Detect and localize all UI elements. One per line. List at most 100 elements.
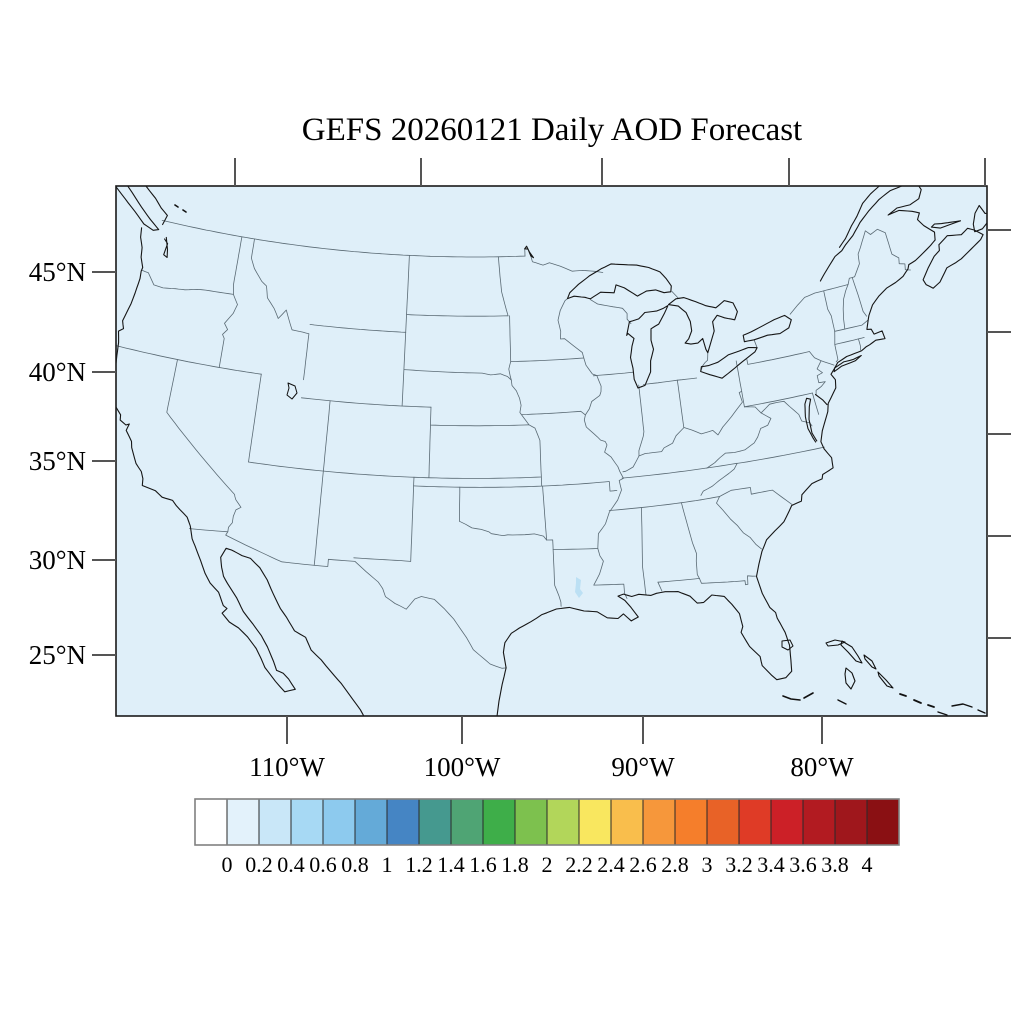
state-border-line xyxy=(593,371,634,377)
state-border-line xyxy=(403,369,543,487)
island-outline xyxy=(782,695,801,701)
colorbar-tick-label: 2.6 xyxy=(629,852,657,877)
state-border-line xyxy=(700,496,762,550)
colorbar-tick-label: 3.4 xyxy=(757,852,785,877)
state-border-line xyxy=(789,228,911,315)
state-border-line xyxy=(753,339,758,349)
island-outline xyxy=(803,692,814,699)
state-border-line xyxy=(719,487,793,506)
state-border-line xyxy=(406,314,509,317)
colorbar-cell xyxy=(450,798,484,846)
state-border-line xyxy=(248,373,262,463)
state-border-line xyxy=(405,255,410,333)
lat-tick-label: 35°N xyxy=(29,446,86,476)
state-border-line xyxy=(842,283,849,330)
island-outline xyxy=(937,711,948,716)
colorbar-cell xyxy=(866,798,900,846)
coastline xyxy=(930,220,962,229)
lat-tick-label: 45°N xyxy=(29,257,86,287)
state-border-line xyxy=(141,269,238,368)
colorbar-cell xyxy=(194,798,228,846)
colorbar-cell xyxy=(290,798,324,846)
state-border-line xyxy=(233,236,243,295)
colorbar-cell xyxy=(514,798,548,846)
state-border-line xyxy=(744,400,813,427)
state-border-line xyxy=(521,410,586,416)
state-border-line xyxy=(858,338,861,351)
lon-tick-label: 80°W xyxy=(790,752,854,782)
map-background xyxy=(116,186,987,716)
coastline xyxy=(496,239,936,716)
state-border-line xyxy=(510,357,585,362)
colorbar-tick-label: 3 xyxy=(702,852,713,877)
island-outline xyxy=(951,703,973,708)
state-border-line xyxy=(812,392,820,415)
state-border-line xyxy=(643,377,698,385)
state-border-line xyxy=(413,481,618,492)
state-border-line xyxy=(189,528,507,669)
map-geography xyxy=(116,186,987,716)
lat-tick-label: 25°N xyxy=(29,640,86,670)
island-outline xyxy=(899,693,907,697)
coastline xyxy=(667,297,738,354)
island-outline xyxy=(182,209,187,213)
colorbar-cell xyxy=(674,798,708,846)
colorbar-cell xyxy=(578,798,612,846)
island-outline xyxy=(927,704,935,708)
colorbar-tick-label: 1.8 xyxy=(501,852,529,877)
state-border-line xyxy=(410,476,415,562)
state-border-line xyxy=(552,548,599,550)
island-outline xyxy=(863,654,877,670)
state-border-line xyxy=(557,298,624,586)
colorbar-cell xyxy=(354,798,388,846)
coastline xyxy=(804,397,818,443)
aod-patch-louisiana xyxy=(575,577,583,598)
colorbar-labels: 0 0.2 0.4 0.6 0.8 1 1.2 1.4 1.6 1.8 2 2.2 2.4 2.6 2.8 3… xyxy=(222,852,873,877)
coastline xyxy=(838,186,881,248)
colorbar-cell xyxy=(834,798,868,846)
state-border-line xyxy=(546,539,562,607)
state-border-line xyxy=(313,400,331,566)
colorbar-tick-label: 2.4 xyxy=(597,852,625,877)
colorbar-tick-label: 3.8 xyxy=(821,852,849,877)
coastline xyxy=(922,227,984,289)
colorbar-cell xyxy=(226,798,260,846)
colorbar-cell xyxy=(770,798,804,846)
figure-title: GEFS 20260121 Daily AOD Forecast xyxy=(302,112,802,148)
colorbar-cell xyxy=(386,798,420,846)
colorbar-tick-label: 1 xyxy=(382,852,393,877)
coastline xyxy=(819,186,936,282)
colorbar-tick-label: 3.2 xyxy=(725,852,753,877)
island-outline xyxy=(840,640,863,664)
colorbar-cell xyxy=(738,798,772,846)
colorbar-cell xyxy=(258,798,292,846)
colorbar-tick-label: 1.6 xyxy=(469,852,497,877)
state-border-line xyxy=(834,337,865,345)
lon-tick-label: 110°W xyxy=(249,752,325,782)
state-border-line xyxy=(430,424,530,427)
colorbar-cell xyxy=(418,798,452,846)
coastline xyxy=(833,354,862,373)
colorbar-tick-label: 2.8 xyxy=(661,852,689,877)
coastline xyxy=(626,305,669,389)
island-outline xyxy=(913,699,922,704)
state-border-line xyxy=(851,277,867,317)
state-border-line xyxy=(681,502,700,579)
axis-tick-labels: 45°N 40°N 35°N 30°N 25°N 110°W 100°W 90°W 80°W xyxy=(29,257,854,782)
state-border-line xyxy=(657,578,700,583)
colorbar-tick-label: 1.2 xyxy=(405,852,433,877)
state-border-line xyxy=(735,360,745,408)
state-border-line xyxy=(744,392,813,408)
state-border-line xyxy=(736,446,825,464)
state-border-line xyxy=(622,390,743,473)
colorbar-cell xyxy=(482,798,516,846)
colorbar-tick-label: 0.4 xyxy=(277,852,305,877)
state-border-line xyxy=(593,583,628,599)
colorbar-tick-label: 0 xyxy=(222,852,233,877)
colorbar-tick-label: 3.6 xyxy=(789,852,817,877)
lon-tick-label: 100°W xyxy=(424,752,501,782)
coastline xyxy=(163,236,169,259)
state-border-line xyxy=(251,238,310,381)
state-border-line xyxy=(309,324,407,333)
